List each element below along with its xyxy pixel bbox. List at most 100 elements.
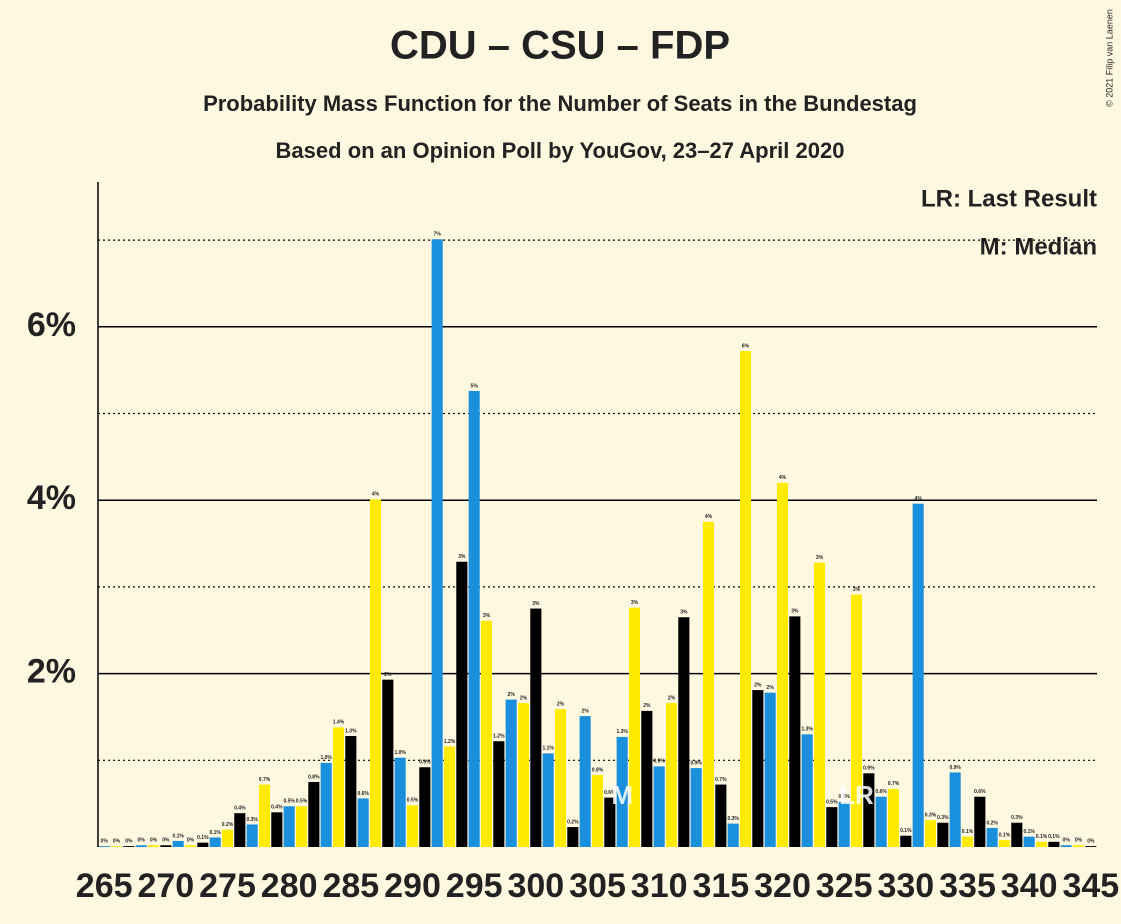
value-label: 0.9% — [949, 765, 961, 771]
bar — [764, 692, 776, 847]
value-label: 0.2% — [567, 819, 579, 825]
value-label: 0.1% — [209, 830, 221, 836]
value-label: 0.2% — [222, 822, 234, 828]
x-tick-label: 295 — [446, 867, 503, 905]
value-label: 2% — [582, 708, 590, 714]
bar — [1035, 841, 1048, 847]
value-label: 0% — [125, 838, 133, 844]
copyright: © 2021 Filip van Laenen — [1104, 9, 1114, 107]
bar — [949, 772, 961, 847]
bar — [986, 827, 998, 847]
legend-text: M: Median — [980, 233, 1097, 260]
value-label: 1.3% — [345, 728, 357, 734]
bar — [900, 835, 912, 847]
bar — [184, 845, 197, 847]
value-label: 0.5% — [296, 799, 308, 805]
bar — [443, 746, 456, 847]
bar — [110, 846, 123, 847]
bar — [1023, 836, 1035, 847]
value-label: 5% — [471, 383, 479, 389]
value-label: 0% — [162, 838, 170, 844]
value-label: 0.5% — [283, 799, 295, 805]
bar — [887, 788, 900, 847]
bar — [1072, 845, 1085, 847]
bar — [813, 562, 826, 847]
bar — [641, 710, 653, 847]
bar — [690, 768, 702, 847]
value-label: 0% — [138, 838, 146, 844]
value-label: 0.1% — [999, 832, 1011, 838]
bar — [665, 703, 678, 847]
bar — [406, 805, 419, 847]
bar — [431, 239, 443, 847]
y-tick-label: 4% — [27, 479, 76, 517]
bar — [702, 521, 715, 847]
bar — [221, 829, 234, 847]
bar — [209, 837, 221, 847]
bar — [123, 846, 135, 847]
value-label: 4% — [372, 492, 380, 498]
bar — [924, 820, 937, 847]
bar — [517, 703, 530, 847]
legend-text: LR: Last Result — [921, 185, 1097, 212]
x-tick-label: 300 — [507, 867, 564, 905]
value-label: 1.1% — [542, 746, 554, 752]
bar — [752, 690, 764, 847]
value-label: 4% — [705, 514, 713, 520]
x-tick-label: 275 — [199, 867, 256, 905]
x-tick-label: 265 — [76, 867, 133, 905]
value-label: 0.8% — [592, 767, 604, 773]
chart-subtitle: Probability Mass Function for the Number… — [203, 91, 917, 116]
bar — [234, 813, 246, 847]
bar — [801, 734, 813, 847]
value-label: 0.5% — [838, 794, 850, 800]
value-label: 3% — [532, 601, 540, 607]
value-label: 4% — [915, 496, 923, 502]
value-label: 0.1% — [172, 833, 184, 839]
x-tick-label: 320 — [754, 867, 811, 905]
value-label: 0.4% — [234, 806, 246, 812]
bar — [937, 822, 949, 847]
bar — [591, 775, 604, 847]
bar — [542, 753, 554, 847]
x-tick-label: 345 — [1062, 867, 1119, 905]
bar — [456, 561, 468, 847]
bar — [826, 807, 838, 847]
x-tick-label: 340 — [1001, 867, 1058, 905]
value-label: 0.3% — [246, 817, 258, 823]
bar — [271, 812, 283, 847]
bar — [160, 845, 172, 847]
value-label: 2% — [520, 695, 528, 701]
value-label: 0.1% — [962, 829, 974, 835]
bar — [604, 797, 616, 847]
value-label: 0.1% — [1048, 834, 1060, 840]
y-tick-label: 6% — [27, 306, 76, 344]
bar — [505, 699, 517, 847]
bar — [480, 620, 493, 847]
value-label: 0% — [187, 838, 195, 844]
x-tick-label: 330 — [877, 867, 934, 905]
value-label: 0.4% — [271, 805, 283, 811]
bar — [530, 608, 542, 847]
value-label: 0.8% — [308, 774, 320, 780]
value-label: 0.3% — [925, 812, 937, 818]
value-label: 2% — [767, 685, 775, 691]
value-label: 0.6% — [357, 791, 369, 797]
bar — [567, 827, 579, 847]
value-label: 0% — [113, 838, 121, 844]
bar — [1060, 845, 1072, 847]
chart-title: CDU – CSU – FDP — [390, 24, 730, 68]
bar — [1011, 822, 1023, 847]
bar — [727, 823, 739, 847]
value-label: 0.3% — [1011, 815, 1023, 821]
value-label: 2% — [384, 672, 392, 678]
bar — [468, 390, 480, 847]
value-label: 0.6% — [604, 790, 616, 796]
value-label: 4% — [779, 475, 787, 481]
bar — [579, 716, 591, 847]
bar — [147, 845, 160, 847]
bar — [961, 836, 974, 847]
value-label: 1.2% — [444, 739, 456, 745]
value-label: 0% — [1087, 838, 1095, 844]
bar — [258, 784, 271, 847]
